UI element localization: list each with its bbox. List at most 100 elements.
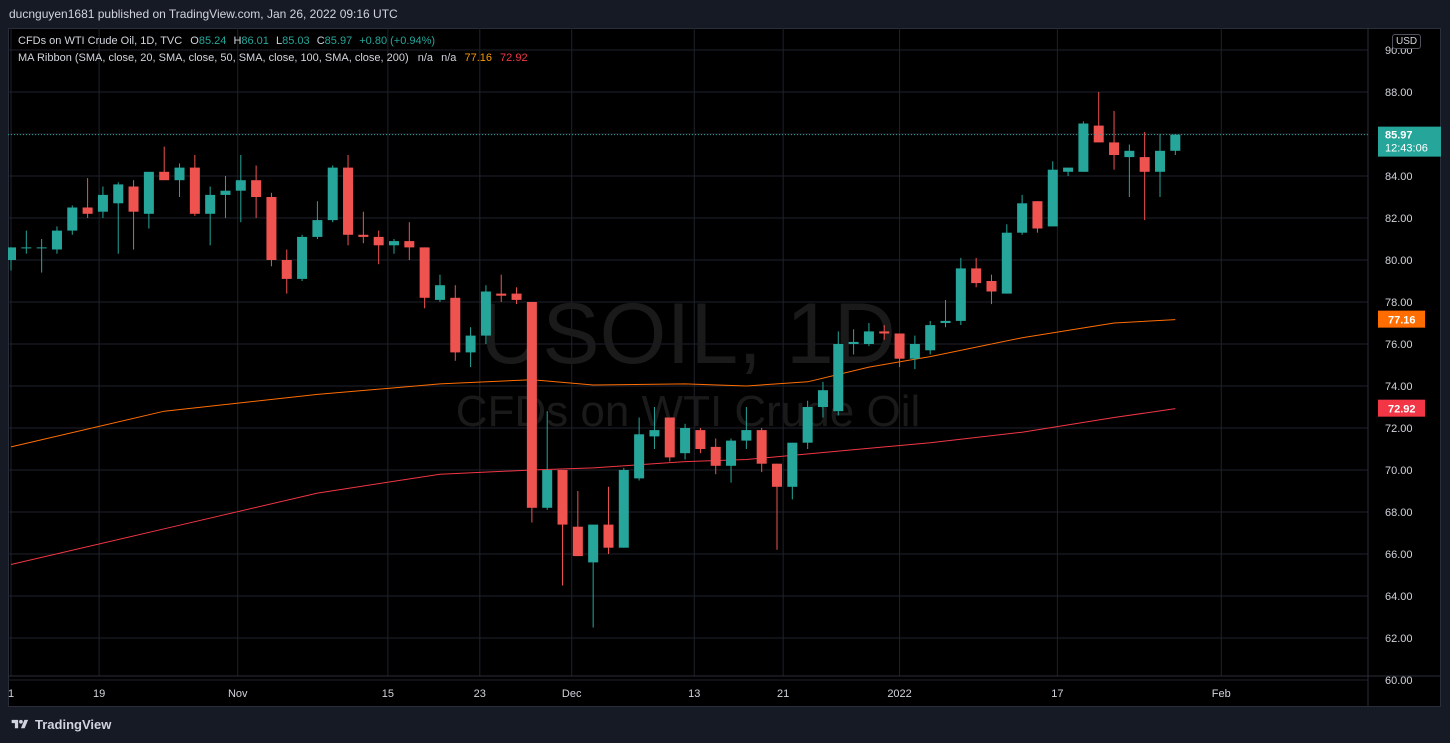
candle-body [787, 442, 798, 487]
candle-body [664, 417, 675, 458]
candle-body [297, 236, 308, 279]
candle-body [266, 197, 277, 260]
candle-body [572, 526, 583, 557]
current-price-badge [1378, 126, 1441, 157]
candle-body [1155, 150, 1165, 172]
candle-body [450, 297, 461, 353]
candle-body [634, 434, 645, 479]
candle-body [1017, 203, 1028, 233]
candle-body [588, 524, 599, 563]
candle-body [36, 247, 47, 249]
candle-body [21, 247, 32, 249]
candle-body [1063, 167, 1074, 172]
candle-body [1078, 123, 1089, 172]
candle-body [1047, 169, 1058, 227]
y-tick-label: 78.00 [1385, 297, 1413, 309]
candle-body [741, 430, 752, 441]
candle-body [128, 186, 139, 212]
candle-body [557, 470, 568, 525]
candle-body [680, 428, 691, 454]
watermark-symbol: USOIL, 1D [480, 286, 896, 382]
candle-body [1170, 134, 1181, 151]
x-tick-label: 13 [688, 688, 700, 700]
legend-close-value: 85.97 [324, 35, 353, 47]
legend-low-label: L [275, 35, 283, 47]
candle-body [955, 268, 966, 321]
candle-body [526, 302, 537, 508]
candle-body [726, 440, 737, 466]
x-tick-label: 17 [1051, 688, 1063, 700]
candle-body [189, 167, 200, 214]
footer-brand[interactable]: TradingView [10, 717, 111, 732]
candle-body [51, 230, 62, 250]
candle-body [1032, 201, 1043, 229]
candle-body [618, 470, 629, 548]
candle-body [8, 247, 16, 260]
candle-body [649, 430, 660, 437]
y-tick-label: 80.00 [1385, 255, 1413, 267]
legend-low-value: 85.03 [282, 35, 310, 47]
candle-body [772, 463, 782, 487]
candle-body [909, 344, 920, 359]
legend-close-label: C [316, 35, 325, 47]
candle-body [404, 241, 415, 248]
legend-symbol-line: CFDs on WTI Crude Oil, 1D, TVC O85.24 H 8… [18, 35, 435, 47]
legend-ma-na-1: n/a [417, 52, 434, 64]
candle-body [143, 171, 154, 214]
legend-symbol[interactable]: CFDs on WTI Crude Oil, 1D, TVC [18, 35, 183, 47]
x-tick-label: 23 [474, 688, 486, 700]
y-tick-label: 68.00 [1385, 507, 1413, 519]
ma-value-label: 72.92 [1388, 404, 1416, 416]
candle-body [848, 341, 859, 344]
y-tick-label: 88.00 [1385, 87, 1413, 99]
candle-body [833, 344, 844, 412]
candle-body [465, 335, 476, 353]
candle-body [343, 167, 354, 235]
candle-body [511, 293, 522, 300]
currency-button[interactable]: USD [1392, 34, 1422, 49]
candle-body [817, 390, 828, 407]
x-tick-label: Feb [1212, 688, 1231, 700]
chart-area[interactable] [8, 28, 1441, 707]
candle-body [1093, 125, 1104, 143]
y-tick-label: 76.00 [1385, 339, 1413, 351]
legend-ma-na-2: n/a [441, 52, 457, 64]
candle-body [710, 446, 721, 466]
candle-body [496, 293, 507, 296]
candle-body [1139, 157, 1150, 172]
y-tick-label: 72.00 [1385, 423, 1413, 435]
legend-open-label: O [190, 35, 199, 47]
x-tick-label: Nov [228, 688, 248, 700]
candle-body [327, 167, 338, 221]
candle-body [205, 194, 216, 214]
candle-body [235, 180, 246, 191]
y-tick-label: 82.00 [1385, 213, 1413, 225]
candle-body [802, 407, 813, 443]
candle-body [281, 260, 292, 279]
legend-ma-label[interactable]: MA Ribbon (SMA, close, 20, SMA, close, 5… [18, 52, 409, 64]
legend-open-value: 85.24 [198, 35, 227, 47]
y-tick-label: 70.00 [1385, 465, 1413, 477]
candle-body [419, 247, 430, 298]
candle-body [863, 331, 874, 344]
ma-value-badge [1378, 399, 1425, 417]
tradingview-logo-icon [11, 719, 29, 729]
candle-body [312, 220, 323, 237]
candle-body [358, 234, 369, 237]
candle-body [542, 470, 553, 508]
legend-ma-value-1: 77.16 [464, 52, 492, 64]
y-tick-label: 64.00 [1385, 591, 1413, 603]
footer-brand-label: TradingView [35, 717, 112, 732]
candle-body [925, 325, 936, 351]
legend-high-label: H [233, 35, 242, 47]
candle-body [756, 430, 767, 464]
candle-body [251, 180, 262, 197]
ma-100-line [10, 319, 1176, 448]
candle-body [220, 190, 231, 195]
x-tick-label: 15 [382, 688, 394, 700]
candle-body [389, 241, 399, 246]
candle-body [97, 194, 108, 212]
x-tick-label: Dec [562, 688, 582, 700]
candle-body [174, 167, 185, 181]
